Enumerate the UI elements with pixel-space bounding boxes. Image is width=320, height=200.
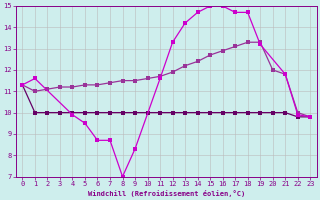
X-axis label: Windchill (Refroidissement éolien,°C): Windchill (Refroidissement éolien,°C): [88, 190, 245, 197]
